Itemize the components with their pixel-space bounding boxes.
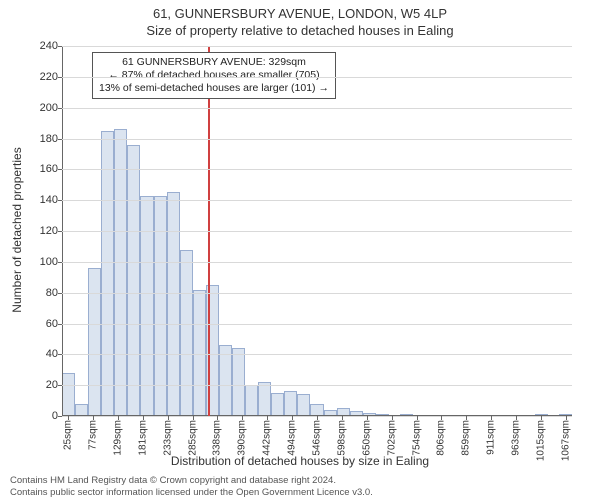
- y-tick-mark: [58, 108, 62, 109]
- x-tick-label: 806sqm: [436, 420, 447, 456]
- y-tick-label: 120: [18, 225, 58, 237]
- y-tick-mark: [58, 293, 62, 294]
- gridline-h: [62, 139, 572, 140]
- histogram-bar: [258, 382, 271, 416]
- x-tick-label: 129sqm: [112, 420, 123, 456]
- gridline-h: [62, 46, 572, 47]
- histogram-bar: [167, 192, 180, 416]
- footer-line-1: Contains HM Land Registry data © Crown c…: [10, 475, 373, 486]
- histogram-bar: [114, 129, 127, 416]
- y-tick-label: 60: [18, 318, 58, 330]
- x-tick-label: 546sqm: [312, 420, 323, 456]
- annotation-line: ← 87% of detached houses are smaller (70…: [99, 69, 329, 82]
- y-tick-label: 180: [18, 133, 58, 145]
- x-tick-label: 338sqm: [212, 420, 223, 456]
- histogram-bar: [127, 145, 140, 416]
- x-tick-label: 754sqm: [411, 420, 422, 456]
- histogram-bar: [271, 393, 284, 416]
- y-tick-mark: [58, 324, 62, 325]
- x-tick-label: 494sqm: [287, 420, 298, 456]
- x-tick-label: 390sqm: [237, 420, 248, 456]
- gridline-h: [62, 231, 572, 232]
- y-tick-mark: [58, 354, 62, 355]
- histogram-bar: [297, 394, 310, 416]
- x-tick-label: 25sqm: [63, 420, 74, 450]
- histogram-bar: [88, 268, 101, 416]
- x-tick-label: 285sqm: [187, 420, 198, 456]
- plot-area: 61 GUNNERSBURY AVENUE: 329sqm← 87% of de…: [62, 46, 572, 416]
- histogram-bar: [193, 290, 206, 416]
- y-tick-mark: [58, 200, 62, 201]
- gridline-h: [62, 169, 572, 170]
- gridline-h: [62, 77, 572, 78]
- histogram-bar: [219, 345, 232, 416]
- histogram-bar: [140, 196, 153, 416]
- annotation-callout: 61 GUNNERSBURY AVENUE: 329sqm← 87% of de…: [92, 52, 336, 99]
- gridline-h: [62, 200, 572, 201]
- y-tick-label: 220: [18, 71, 58, 83]
- footer-line-2: Contains public sector information licen…: [10, 487, 373, 498]
- y-tick-mark: [58, 169, 62, 170]
- y-tick-label: 200: [18, 102, 58, 114]
- y-tick-mark: [58, 139, 62, 140]
- x-tick-label: 442sqm: [262, 420, 273, 456]
- annotation-line: 13% of semi-detached houses are larger (…: [99, 82, 329, 95]
- gridline-h: [62, 324, 572, 325]
- chart-container: 61, GUNNERSBURY AVENUE, LONDON, W5 4LP S…: [0, 0, 600, 500]
- y-tick-label: 140: [18, 194, 58, 206]
- x-tick-label: 181sqm: [137, 420, 148, 456]
- y-tick-label: 0: [18, 410, 58, 422]
- y-tick-mark: [58, 46, 62, 47]
- y-tick-label: 80: [18, 287, 58, 299]
- x-tick-label: 233sqm: [162, 420, 173, 456]
- histogram-bar: [101, 131, 114, 416]
- y-tick-label: 240: [18, 40, 58, 52]
- histogram-bar: [154, 196, 167, 416]
- y-tick-mark: [58, 77, 62, 78]
- x-tick-label: 859sqm: [461, 420, 472, 456]
- x-axis-label: Distribution of detached houses by size …: [0, 454, 600, 468]
- y-tick-mark: [58, 385, 62, 386]
- x-tick-label: 911sqm: [486, 420, 497, 455]
- gridline-h: [62, 108, 572, 109]
- chart-title-main: 61, GUNNERSBURY AVENUE, LONDON, W5 4LP: [0, 6, 600, 23]
- gridline-h: [62, 385, 572, 386]
- title-block: 61, GUNNERSBURY AVENUE, LONDON, W5 4LP S…: [0, 0, 600, 40]
- histogram-bar: [232, 348, 245, 416]
- y-tick-label: 20: [18, 379, 58, 391]
- gridline-h: [62, 293, 572, 294]
- y-tick-label: 100: [18, 256, 58, 268]
- y-tick-mark: [58, 262, 62, 263]
- gridline-h: [62, 262, 572, 263]
- histogram-bar: [62, 373, 75, 416]
- x-tick-label: 77sqm: [88, 420, 99, 450]
- annotation-line: 61 GUNNERSBURY AVENUE: 329sqm: [99, 56, 329, 69]
- chart-title-sub: Size of property relative to detached ho…: [0, 23, 600, 40]
- gridline-h: [62, 354, 572, 355]
- y-tick-mark: [58, 231, 62, 232]
- histogram-bar: [284, 391, 297, 416]
- footer-attribution: Contains HM Land Registry data © Crown c…: [10, 475, 373, 498]
- x-tick-label: 650sqm: [361, 420, 372, 456]
- y-tick-label: 160: [18, 163, 58, 175]
- y-tick-mark: [58, 416, 62, 417]
- histogram-bar: [245, 385, 258, 416]
- x-tick-label: 598sqm: [336, 420, 347, 456]
- histogram-bar: [180, 250, 193, 417]
- x-tick-label: 702sqm: [386, 420, 397, 456]
- y-tick-label: 40: [18, 348, 58, 360]
- x-tick-label: 963sqm: [511, 420, 522, 456]
